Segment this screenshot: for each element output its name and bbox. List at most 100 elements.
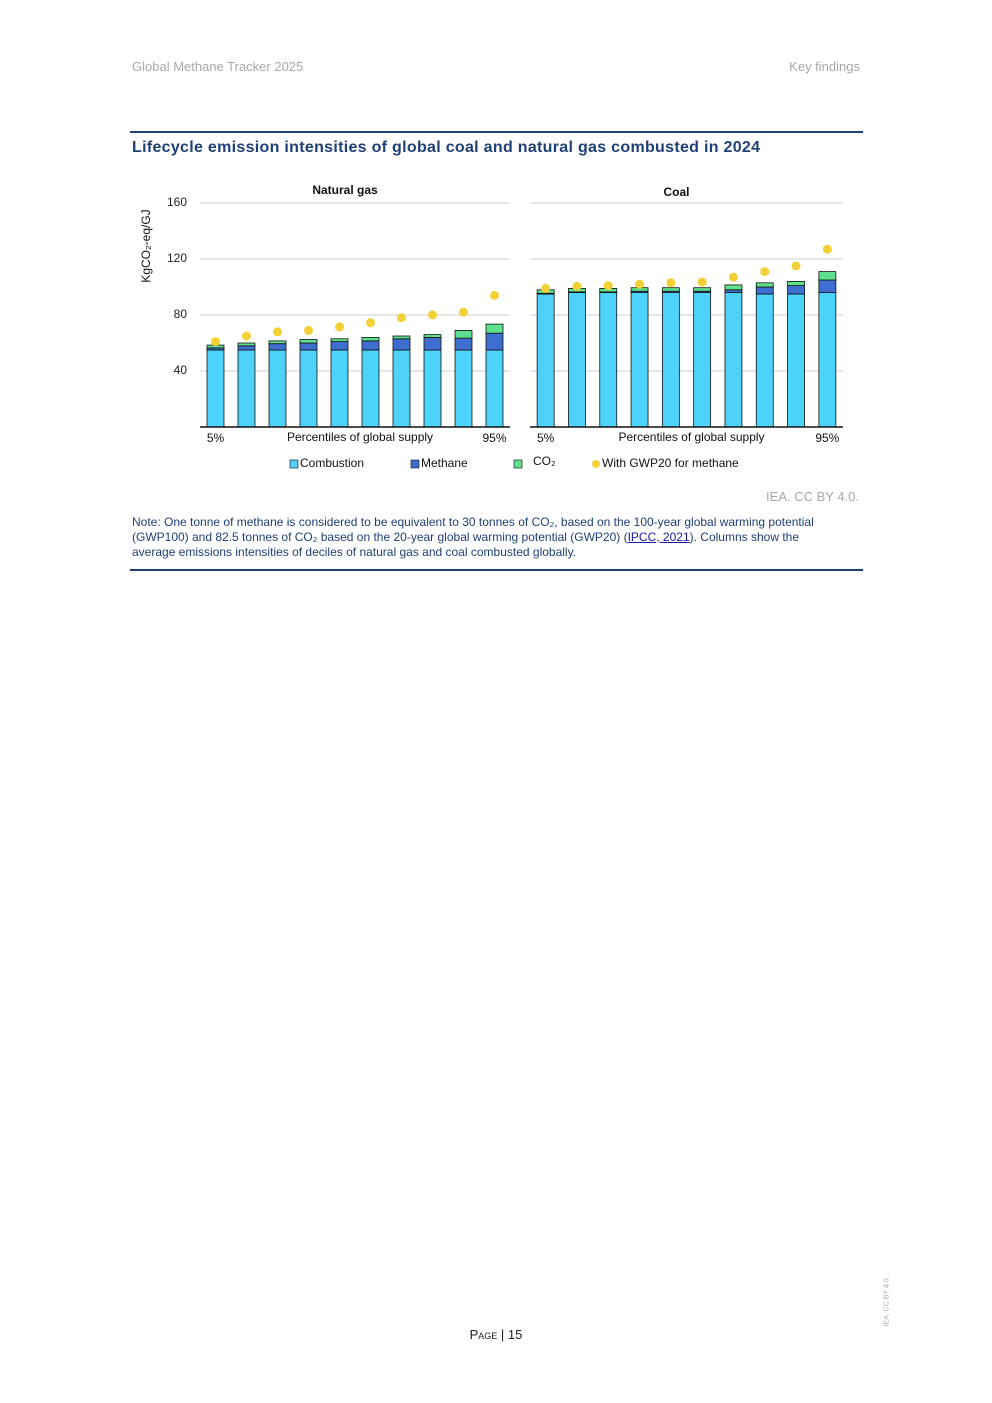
bar-segment	[693, 287, 712, 292]
bar-segment	[693, 292, 712, 428]
chart: 40 80 120 160 5% 95% Percentiles of global sup…	[139, 183, 843, 470]
dot	[791, 261, 801, 271]
y-axis-label: KgCO₂-eq/GJ	[139, 209, 153, 282]
bar-segment	[787, 280, 805, 286]
legend-swatch	[410, 459, 420, 469]
page-label: Page	[469, 1327, 498, 1342]
note-text: ). Columns show the average emissions in…	[132, 530, 800, 559]
bar-segment	[299, 342, 318, 351]
bar-segment	[454, 349, 473, 428]
side-license: IEA. CC BY 4.0.	[883, 1276, 891, 1327]
panel-title: Natural gas	[312, 183, 378, 197]
bar-segment	[661, 292, 680, 428]
bar-segment	[485, 323, 504, 334]
top-rule	[130, 131, 863, 133]
bar-segment	[361, 340, 380, 351]
legend-label: With GWP20 for methane	[602, 456, 739, 470]
bar-segment	[818, 279, 837, 294]
dot	[822, 244, 832, 254]
dot	[428, 310, 437, 320]
dot	[335, 322, 344, 332]
bar-segment	[818, 271, 837, 281]
bar-segment	[661, 287, 680, 292]
bar-segment	[361, 349, 380, 428]
bar-segment	[454, 329, 473, 339]
bar-segment	[268, 343, 287, 351]
bar-segment	[536, 293, 555, 428]
dot	[541, 283, 551, 293]
x-tick-label: 5%	[537, 431, 555, 445]
bar-segment	[787, 285, 805, 295]
bar-segment	[755, 286, 774, 295]
y-tick-label: 120	[167, 251, 187, 265]
dot	[635, 279, 645, 289]
dot	[366, 318, 375, 328]
legend-label: Methane	[421, 456, 468, 470]
bar-segment	[755, 282, 774, 288]
page-num: | 15	[500, 1327, 523, 1342]
header-right: Key findings	[789, 59, 860, 74]
note-text: Note: One tonne of methane is considered…	[132, 515, 814, 544]
bar-segment	[630, 292, 649, 428]
dot	[273, 327, 282, 337]
bar-segment	[818, 292, 837, 428]
x-axis-label: Percentiles of global supply	[618, 430, 764, 444]
dot	[572, 281, 582, 291]
bar-segment	[423, 334, 442, 338]
dot	[603, 281, 613, 291]
bar-segment	[206, 349, 225, 428]
bar-segment	[268, 340, 287, 345]
bar-segment	[485, 349, 504, 428]
dot	[397, 313, 406, 323]
figure-title: Lifecycle emission intensities of global…	[132, 139, 761, 156]
bar-segment	[330, 341, 349, 351]
page-number: Page | 15	[0, 1327, 992, 1342]
bar-segment	[392, 335, 411, 340]
y-tick-label: 160	[167, 195, 187, 209]
dot	[459, 307, 468, 317]
bar-segment	[361, 336, 380, 342]
dot	[728, 272, 738, 282]
dot	[211, 337, 220, 347]
bar-segment	[787, 293, 805, 428]
bar-segment	[330, 349, 349, 428]
legend-swatch	[513, 459, 523, 469]
bar-segment	[237, 345, 256, 351]
bar-segment	[724, 292, 743, 428]
note-link[interactable]: IPCC, 2021	[627, 530, 690, 544]
dot	[304, 325, 313, 335]
bar-segment	[392, 338, 411, 351]
dot	[697, 277, 707, 287]
bar-segment	[330, 338, 349, 342]
x-tick-label: 5%	[207, 431, 225, 445]
bar-segment	[755, 293, 774, 428]
bar-segment	[454, 337, 473, 351]
bar-segment	[237, 342, 256, 347]
bar-segment	[268, 349, 287, 428]
legend-swatch	[289, 459, 299, 469]
bar-segment	[299, 349, 318, 428]
bar-segment	[392, 349, 411, 428]
dot	[666, 278, 676, 288]
bar-segment	[423, 349, 442, 428]
bar-segment	[599, 292, 618, 428]
header-left: Global Methane Tracker 2025	[132, 59, 304, 74]
bar-segment	[568, 292, 586, 428]
note: Note: One tonne of methane is considered…	[132, 515, 844, 560]
x-tick-label: 95%	[482, 431, 506, 445]
bar-segment	[237, 349, 256, 428]
bar-segment	[485, 332, 504, 351]
x-tick-label: 95%	[815, 431, 839, 445]
bar-segment	[423, 336, 442, 351]
bar-segment	[724, 289, 743, 293]
x-axis-label: Percentiles of global supply	[287, 430, 433, 444]
source: IEA. CC BY 4.0.	[766, 489, 859, 504]
legend-label: Combustion	[300, 456, 364, 470]
dot	[760, 267, 770, 277]
y-tick-label: 40	[174, 363, 188, 377]
y-tick-label: 80	[174, 307, 188, 321]
panel-title: Coal	[663, 185, 689, 199]
bottom-rule	[130, 569, 863, 571]
legend-label: CO₂	[533, 454, 556, 468]
